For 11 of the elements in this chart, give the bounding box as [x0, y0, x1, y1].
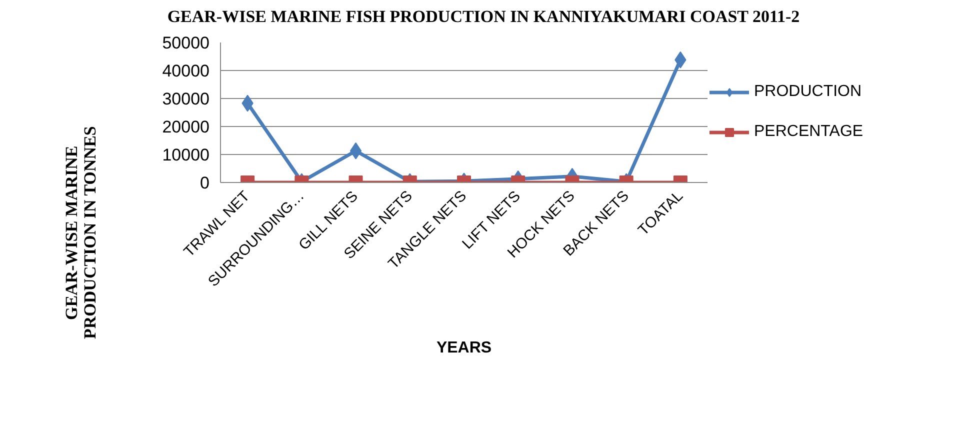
y-tick-label: 0 [200, 174, 210, 192]
legend-label: PRODUCTION [754, 83, 862, 101]
chart-title: GEAR-WISE MARINE FISH PRODUCTION IN KANNIYAKUMARI COAST 2011-2 [167, 6, 800, 28]
y-tick-label: 50000 [162, 34, 210, 52]
x-axis-title: YEARS [436, 339, 492, 356]
legend-label: PERCENTAGE [754, 123, 864, 141]
y-tick-label: 40000 [162, 62, 210, 80]
y-axis-title: GEAR-WISE MARINE PRODUCTION IN TONNES [62, 126, 100, 339]
y-tick-label: 20000 [162, 118, 210, 136]
y-tick-label: 30000 [162, 90, 210, 108]
y-tick-label: 10000 [162, 146, 210, 164]
